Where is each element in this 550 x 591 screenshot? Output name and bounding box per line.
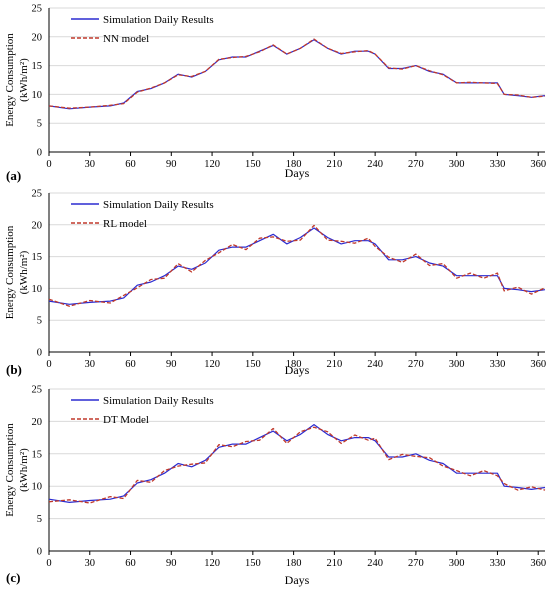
y-tick-label: 0 — [37, 148, 42, 159]
x-tick-label: 300 — [449, 359, 465, 370]
x-axis-label: Days — [285, 166, 310, 180]
y-axis-label: Energy Consumption — [4, 33, 16, 127]
chart-panel-3: 0 5 10 15 20 25 0 30 60 90 120 150 180 210 240 270 300 33… — [4, 385, 546, 588]
chart-panel-2: 0 5 10 15 20 25 0 30 60 90 120 150 180 210 240 270 300 33… — [4, 189, 546, 378]
x-axis-label: Days — [285, 363, 310, 377]
x-tick-label: 270 — [408, 558, 424, 569]
x-tick-label: 30 — [85, 359, 96, 370]
y-axis-unit-label: (kWh/m²) — [18, 250, 30, 294]
x-tick-label: 240 — [367, 558, 383, 569]
y-tick-label: 5 — [37, 119, 42, 130]
series-line-simulation — [48, 39, 546, 110]
y-tick-label: 10 — [32, 90, 43, 101]
y-axis-label: Energy Consumption — [4, 225, 16, 319]
x-tick-label: 210 — [326, 359, 342, 370]
x-tick-label: 60 — [125, 359, 136, 370]
y-axis-label: Energy Consumption — [4, 423, 16, 517]
y-tick-label: 15 — [32, 252, 43, 263]
y-axis-unit-label: (kWh/m²) — [18, 58, 30, 102]
y-tick-label: 5 — [37, 316, 42, 327]
y-tick-label: 10 — [32, 284, 43, 295]
x-tick-label: 150 — [245, 359, 261, 370]
panel-label: (a) — [6, 168, 21, 183]
x-tick-label: 30 — [85, 558, 96, 569]
x-tick-label: 90 — [166, 359, 177, 370]
y-tick-label: 0 — [37, 348, 42, 359]
x-tick-label: 270 — [408, 359, 424, 370]
x-tick-label: 210 — [326, 159, 342, 170]
y-axis-unit-label: (kWh/m²) — [18, 448, 30, 492]
x-tick-label: 90 — [166, 558, 177, 569]
y-tick-label: 25 — [32, 385, 43, 396]
y-tick-label: 25 — [32, 4, 43, 15]
legend-entry: Simulation Daily Results — [103, 395, 214, 407]
legend-entry: Simulation Daily Results — [103, 199, 214, 211]
x-tick-label: 240 — [367, 359, 383, 370]
x-tick-label: 120 — [204, 558, 220, 569]
x-tick-label: 120 — [204, 359, 220, 370]
x-tick-label: 60 — [125, 558, 136, 569]
y-tick-label: 25 — [32, 189, 43, 200]
legend-entry: RL model — [103, 218, 147, 230]
legend-entry: Simulation Daily Results — [103, 14, 214, 26]
x-tick-label: 240 — [367, 159, 383, 170]
x-tick-label: 270 — [408, 159, 424, 170]
x-tick-label: 180 — [286, 159, 302, 170]
y-tick-label: 0 — [37, 547, 42, 558]
x-tick-label: 300 — [449, 558, 465, 569]
x-tick-label: 330 — [490, 359, 506, 370]
series-line-model — [48, 426, 546, 504]
x-tick-label: 330 — [490, 558, 506, 569]
legend-entry: DT Model — [103, 414, 149, 426]
y-tick-label: 20 — [32, 220, 43, 231]
y-tick-label: 20 — [32, 32, 43, 43]
x-tick-label: 180 — [286, 558, 302, 569]
y-tick-label: 15 — [32, 61, 43, 72]
series-line-simulation — [48, 424, 546, 503]
x-tick-label: 360 — [530, 159, 546, 170]
x-tick-label: 360 — [530, 558, 546, 569]
x-tick-label: 90 — [166, 159, 177, 170]
x-tick-label: 60 — [125, 159, 136, 170]
x-tick-label: 210 — [326, 558, 342, 569]
y-tick-label: 15 — [32, 449, 43, 460]
x-axis-label: Days — [285, 573, 310, 587]
chart-panel-1: 0 5 10 15 20 25 0 30 60 90 120 150 180 210 240 270 300 33… — [4, 4, 546, 184]
x-tick-label: 300 — [449, 159, 465, 170]
x-tick-label: 0 — [46, 359, 51, 370]
x-tick-label: 120 — [204, 159, 220, 170]
y-tick-label: 5 — [37, 514, 42, 525]
y-tick-label: 20 — [32, 417, 43, 428]
y-tick-label: 10 — [32, 482, 43, 493]
x-tick-label: 0 — [46, 558, 51, 569]
series-line-model — [48, 224, 546, 307]
x-tick-label: 330 — [490, 159, 506, 170]
legend-entry: NN model — [103, 33, 149, 45]
panel-label: (c) — [6, 570, 20, 585]
x-tick-label: 180 — [286, 359, 302, 370]
x-tick-label: 150 — [245, 159, 261, 170]
x-tick-label: 30 — [85, 159, 96, 170]
series-line-model — [48, 38, 546, 109]
x-tick-label: 360 — [530, 359, 546, 370]
x-tick-label: 0 — [46, 159, 51, 170]
series-line-simulation — [48, 227, 546, 305]
x-tick-label: 150 — [245, 558, 261, 569]
panel-label: (b) — [6, 362, 22, 377]
